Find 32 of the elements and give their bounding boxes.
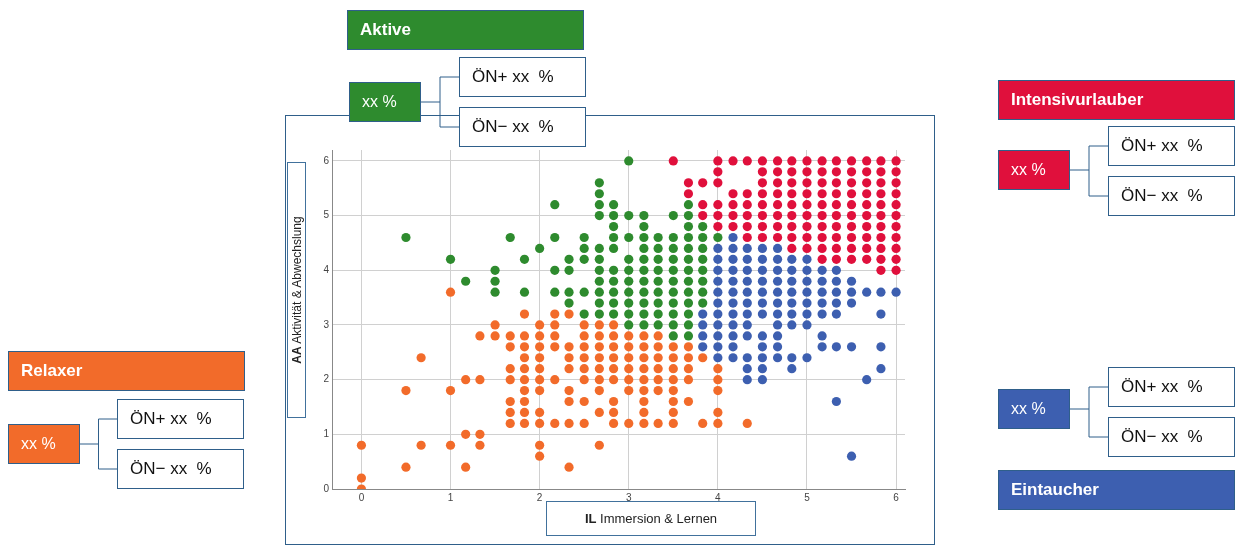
x-tick-label: 5 bbox=[804, 491, 811, 503]
y-tick-label: 1 bbox=[323, 428, 330, 440]
text: ÖN− xx % bbox=[117, 449, 244, 489]
text: ÖN+ xx % bbox=[459, 57, 586, 97]
text: Relaxer bbox=[8, 351, 245, 391]
text: ÖN+ xx % bbox=[117, 399, 244, 439]
x-tick-label: 4 bbox=[715, 491, 722, 503]
text: xx % bbox=[998, 150, 1070, 190]
text: xx % bbox=[8, 424, 80, 464]
text: ÖN+ xx % bbox=[1108, 367, 1235, 407]
text: Eintaucher bbox=[998, 470, 1235, 510]
x-axis-title: IL Immersion & Lernen bbox=[584, 511, 718, 526]
y-tick-label: 0 bbox=[323, 482, 330, 494]
text: ÖN+ xx % bbox=[1108, 126, 1235, 166]
x-tick-label: 2 bbox=[536, 491, 543, 503]
x-tick-label: 1 bbox=[447, 491, 454, 503]
x-tick-label: 0 bbox=[358, 491, 365, 503]
x-tick-label: 6 bbox=[893, 491, 900, 503]
y-tick-label: 2 bbox=[323, 373, 330, 385]
text: ÖN− xx % bbox=[1108, 417, 1235, 457]
text: Intensivurlauber bbox=[998, 80, 1235, 120]
y-tick-label: 4 bbox=[323, 264, 330, 276]
text: ÖN− xx % bbox=[459, 107, 586, 147]
y-tick-label: 3 bbox=[323, 318, 330, 330]
y-axis-title: AA Aktivität & Abwechslung bbox=[289, 216, 304, 364]
y-tick-label: 5 bbox=[323, 209, 330, 221]
text: Aktive bbox=[347, 10, 584, 50]
x-tick-label: 3 bbox=[625, 491, 632, 503]
text: xx % bbox=[998, 389, 1070, 429]
y-tick-label: 6 bbox=[323, 154, 330, 166]
text: xx % bbox=[349, 82, 421, 122]
text: ÖN− xx % bbox=[1108, 176, 1235, 216]
